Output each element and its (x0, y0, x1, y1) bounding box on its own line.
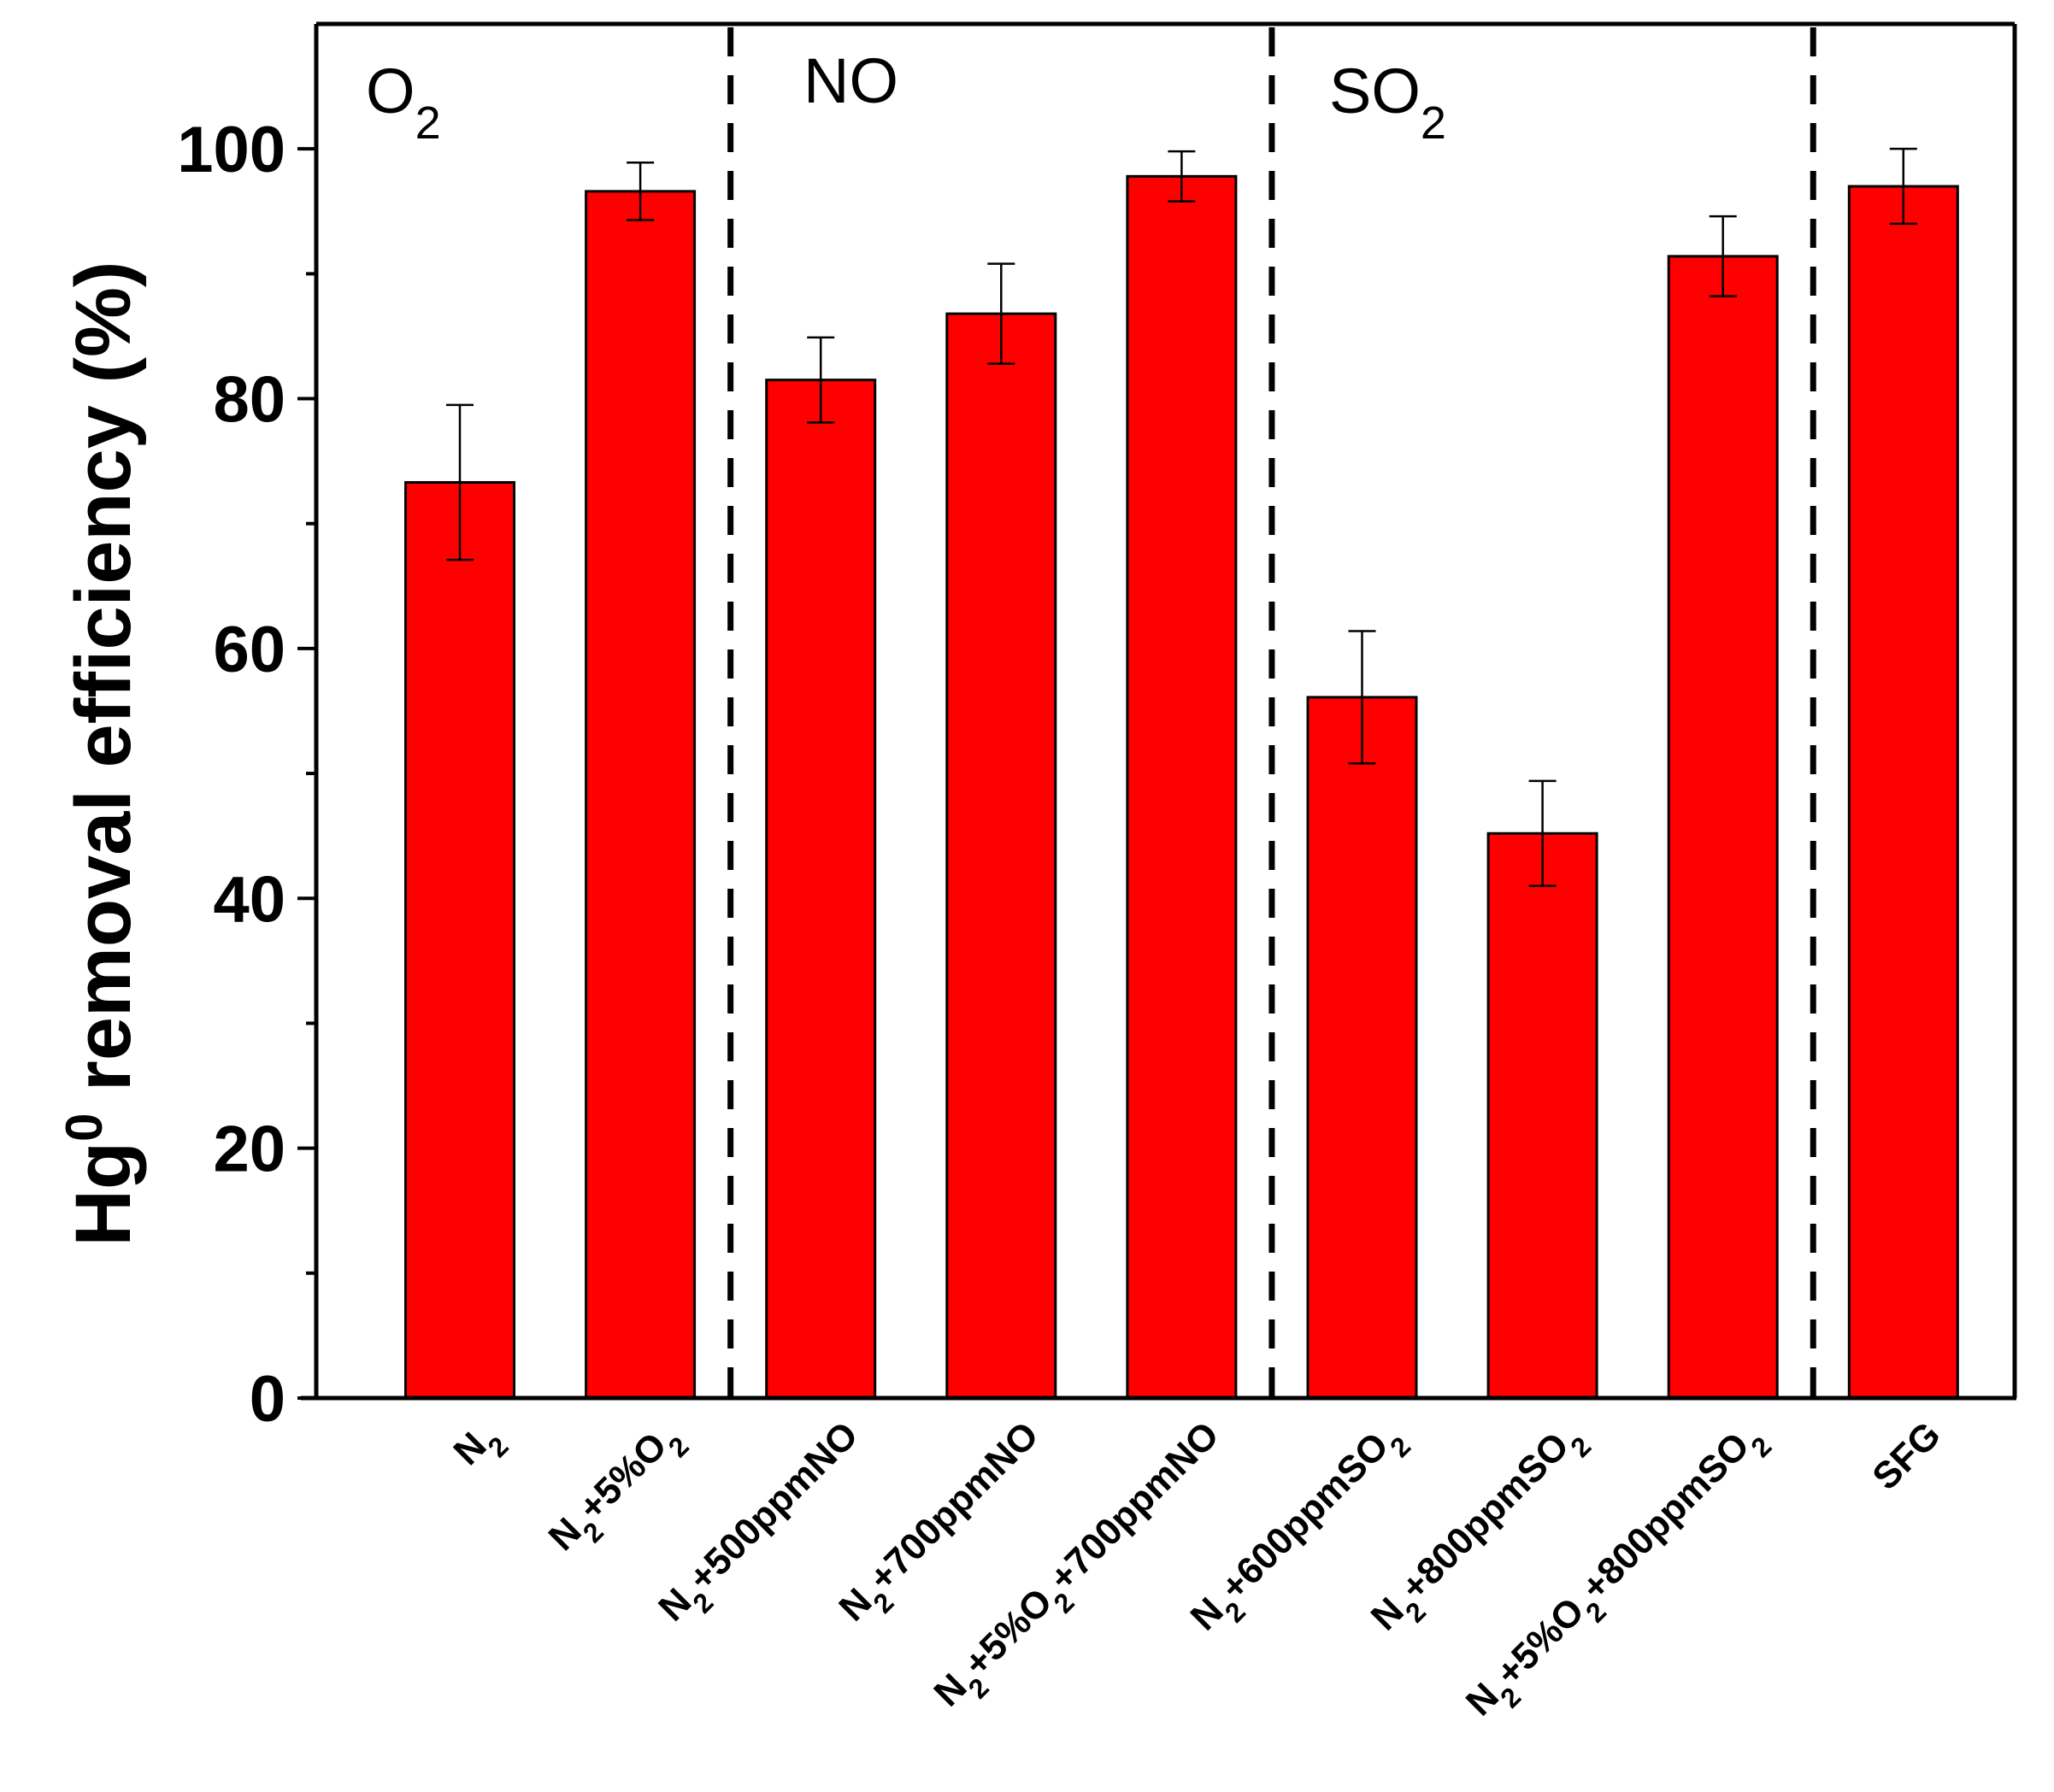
x-tick-label-1: N2+5%O2 (541, 1413, 695, 1567)
error-bar-2 (807, 336, 835, 424)
error-bar-1 (627, 162, 655, 221)
error-bar-5 (1348, 630, 1376, 765)
bar-4 (1126, 174, 1238, 1400)
error-bar-7 (1709, 214, 1737, 297)
error-bar-3 (987, 262, 1015, 365)
bar-3 (945, 312, 1057, 1400)
error-bar-8 (1889, 147, 1917, 226)
y-tick-label: 80 (213, 364, 285, 437)
error-bar-4 (1168, 150, 1196, 203)
bar-0 (404, 480, 515, 1400)
group-label-0: O2 (366, 56, 441, 149)
y-tick-label: 100 (177, 114, 285, 186)
bar-7 (1667, 255, 1779, 1400)
y-tick-label: 20 (213, 1113, 285, 1186)
y-tick-label: 0 (250, 1363, 285, 1436)
y-tick-label: 60 (213, 614, 285, 686)
group-label-1: NO (803, 45, 898, 116)
y-axis-title: Hg0 removal efficiency (%) (56, 261, 148, 1246)
error-bar-0 (446, 403, 474, 561)
error-bar-6 (1528, 779, 1557, 887)
bar-2 (765, 379, 877, 1400)
group-label-2: SO2 (1329, 56, 1446, 149)
bar-1 (585, 190, 697, 1400)
x-tick-label-0: N2 (445, 1413, 514, 1482)
bar-5 (1306, 696, 1418, 1400)
bar-8 (1847, 185, 1959, 1400)
y-tick-label: 40 (213, 863, 285, 936)
x-tick-label-7: N2+5%O2+800ppmSO2 (1458, 1413, 1778, 1733)
bar-6 (1486, 831, 1598, 1400)
x-tick-label-8: SFG (1864, 1413, 1949, 1498)
